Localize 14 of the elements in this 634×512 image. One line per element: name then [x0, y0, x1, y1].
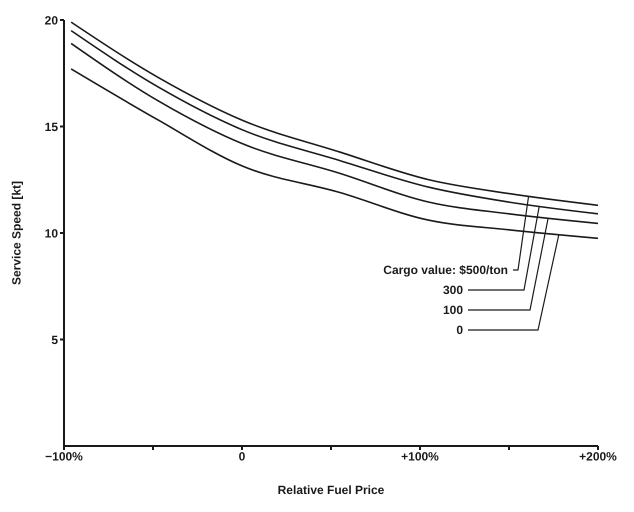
x-tick-label: 0 [238, 450, 246, 464]
x-tick-label: +200% [579, 450, 618, 464]
y-tick-label: 5 [51, 332, 58, 347]
y-tick-label: 10 [44, 226, 58, 240]
text: Cargo value: $500/ton [383, 263, 508, 277]
y-tick-label: 20 [44, 13, 58, 28]
text: 300 [442, 283, 464, 297]
x-axis-title: Relative Fuel Price [278, 483, 385, 497]
y-axis-title: Service Speed [kt] [9, 180, 24, 286]
text: 0 [456, 323, 464, 337]
x-tick-label: −100% [45, 450, 84, 464]
x-tick-label: +100% [401, 450, 440, 464]
y-tick-label: 15 [44, 120, 58, 134]
text: 100 [442, 303, 464, 317]
